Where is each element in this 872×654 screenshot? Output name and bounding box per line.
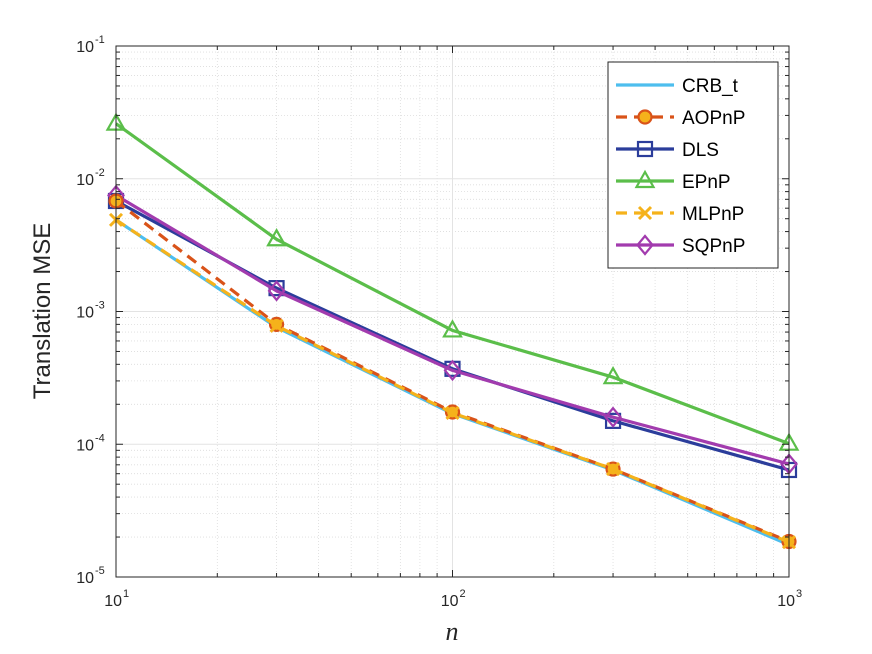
y-tick-label-exponent: -2: [95, 167, 105, 179]
x-tick-label-exponent: 2: [460, 588, 466, 600]
legend-marker-epnp: [634, 169, 656, 189]
series-mlpnp: [108, 212, 797, 550]
y-tick-label: 10 -4: [76, 432, 105, 454]
data-point-mlpnp: [605, 462, 621, 477]
data-point-sqpnp: [604, 406, 622, 428]
x-tick-label-exponent: 3: [796, 588, 802, 600]
axis-ticks: 10 1 10 2 10 310 -510 -410 -310 -210 -1: [76, 34, 802, 610]
x-tick-label-base: 10: [104, 593, 122, 610]
legend-label-dls: DLS: [682, 140, 719, 161]
y-tick-label: 10 -2: [76, 167, 105, 189]
y-tick-label-exponent: -4: [95, 432, 105, 444]
x-tick-label-base: 10: [441, 593, 459, 610]
data-point-dls: [604, 412, 622, 429]
y-tick-label: 10 -5: [76, 565, 105, 587]
data-point-sqpnp: [267, 280, 286, 302]
legend-label-mlpnp: MLPnP: [682, 204, 744, 225]
data-point-epnp: [442, 319, 463, 338]
data-point-epnp: [266, 228, 287, 247]
legend-marker-dls: [636, 140, 654, 158]
legend-label-aopnp: AOPnP: [682, 108, 745, 129]
x-tick-label: 10 2: [441, 588, 466, 610]
legend[interactable]: CRB_t AOPnP DLS EPnP MLPnP SQPnP: [607, 61, 779, 269]
legend-item-sqpnp: SQPnP: [616, 234, 745, 257]
x-tick-label-base: 10: [777, 593, 795, 610]
legend-marker-aopnp: [637, 109, 653, 125]
data-point-mlpnp: [269, 318, 284, 333]
legend-item-dls: DLS: [616, 140, 719, 161]
data-point-epnp: [602, 365, 624, 385]
y-tick-label: 10 -3: [76, 300, 105, 322]
y-axis-label: Translation MSE: [29, 223, 56, 400]
x-tick-label: 10 1: [104, 588, 129, 610]
y-tick-label: 10 -1: [76, 34, 105, 56]
y-tick-label-base: 10: [76, 570, 94, 587]
y-tick-label-exponent: -3: [95, 300, 105, 312]
legend-item-crb-t: CRB_t: [616, 76, 739, 97]
legend-label-epnp: EPnP: [682, 172, 731, 193]
series-line-sqpnp: [115, 193, 790, 466]
series-line-epnp: [115, 122, 790, 446]
legend-marker-mlpnp: [637, 205, 653, 221]
x-tick-label-exponent: 1: [123, 588, 129, 600]
y-tick-label-exponent: -5: [95, 565, 105, 577]
y-tick-label-exponent: -1: [95, 34, 105, 46]
x-axis-label: n: [446, 617, 459, 646]
legend-box: [607, 61, 779, 269]
legend-label-crb-t: CRB_t: [682, 76, 739, 97]
x-tick-label: 10 3: [777, 588, 802, 610]
legend-marker-sqpnp: [636, 234, 654, 256]
legend-label-sqpnp: SQPnP: [682, 236, 745, 257]
y-tick-label-base: 10: [76, 437, 94, 454]
y-tick-label-base: 10: [76, 172, 94, 189]
series-layer: [105, 112, 800, 550]
legend-item-mlpnp: MLPnP: [616, 204, 744, 225]
legend-item-epnp: EPnP: [616, 169, 731, 193]
legend-item-aopnp: AOPnP: [616, 108, 745, 129]
y-tick-label-base: 10: [76, 305, 94, 322]
y-tick-label-base: 10: [76, 39, 94, 56]
data-point-sqpnp: [443, 359, 462, 382]
data-point-mlpnp: [445, 405, 460, 421]
